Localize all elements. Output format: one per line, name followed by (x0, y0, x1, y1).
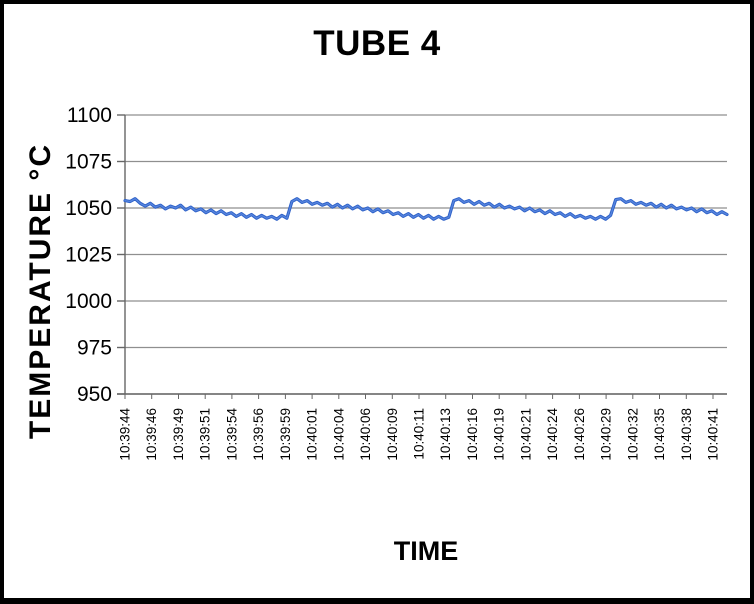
x-axis-title: TIME (393, 536, 459, 566)
x-tick-label: 10:40:19 (492, 408, 507, 461)
x-tick-label: 10:40:41 (706, 408, 721, 461)
y-tick-label: 975 (77, 337, 112, 360)
x-tick-label: 10:40:09 (385, 408, 400, 461)
x-tick-label: 10:40:01 (305, 408, 320, 461)
y-tick-label: 1050 (65, 197, 112, 220)
x-tick-label: 10:40:26 (572, 408, 587, 461)
x-tick-label: 10:40:21 (518, 408, 533, 461)
x-tick-label: 10:40:06 (358, 408, 373, 461)
y-tick-label: 1075 (65, 151, 112, 174)
x-tick-label: 10:39:59 (278, 408, 293, 461)
chart-title: TUBE 4 (313, 24, 441, 63)
x-tick-label: 10:40:16 (465, 408, 480, 461)
x-tick-label: 10:39:51 (198, 408, 213, 461)
temperature-series-highlight (124, 198, 728, 220)
x-tick-label: 10:40:24 (545, 408, 560, 461)
x-tick-label: 10:40:11 (412, 408, 427, 460)
x-tick-label: 10:39:46 (144, 408, 159, 461)
y-tick-label: 950 (77, 383, 112, 406)
x-tick-label: 10:40:13 (438, 408, 453, 461)
x-tick-label: 10:40:29 (599, 408, 614, 461)
y-tick-label: 1100 (67, 104, 112, 127)
x-tick-label: 10:39:44 (118, 408, 133, 461)
x-tick-label: 10:40:32 (625, 408, 640, 461)
x-tick-label: 10:39:56 (251, 408, 266, 461)
x-tick-label: 10:40:35 (652, 408, 667, 461)
x-tick-label: 10:40:04 (331, 408, 346, 461)
y-tick-label: 1025 (65, 244, 112, 267)
x-tick-label: 10:39:54 (224, 408, 239, 461)
x-tick-label: 10:40:38 (679, 408, 694, 461)
y-tick-label: 1000 (65, 290, 112, 313)
x-tick-label: 10:39:49 (171, 408, 186, 461)
